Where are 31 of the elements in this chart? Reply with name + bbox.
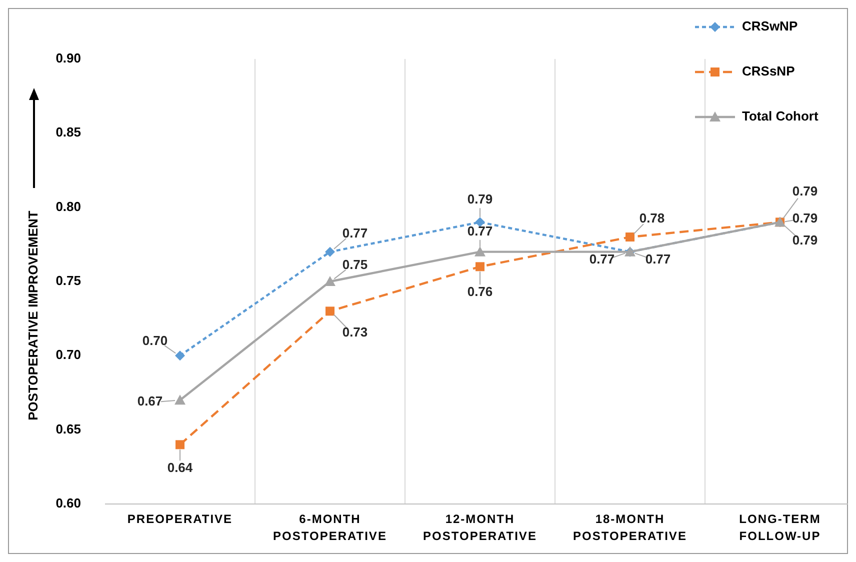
x-tick-label: 12-MONTH POSTOPERATIVE: [423, 512, 537, 543]
data-label: 0.64: [167, 460, 194, 476]
x-tick-label: LONG-TERM FOLLOW-UP: [739, 512, 821, 543]
y-tick-label: 0.70: [56, 347, 81, 362]
data-label: 0.77: [467, 223, 493, 238]
data-label: 0.77: [589, 251, 615, 266]
y-tick-label: 0.85: [56, 124, 81, 140]
data-label: 0.77: [342, 225, 368, 240]
legend-label: Total Cohort: [742, 108, 819, 124]
y-tick-label: 0.75: [56, 272, 81, 288]
data-label: 0.78: [639, 210, 665, 226]
legend-label: CRSsNP: [742, 63, 796, 78]
data-label: 0.75: [342, 256, 368, 272]
data-label: 0.79: [467, 192, 493, 207]
data-label: 0.76: [467, 284, 493, 300]
data-label: 0.70: [142, 333, 168, 348]
data-label: 0.79: [792, 232, 818, 248]
y-axis-title: POSTOPERATIVE IMPROVEMENT: [25, 210, 40, 420]
data-label: 0.79: [792, 210, 818, 226]
data-label: 0.67: [137, 394, 163, 409]
x-tick-label: PREOPERATIVE: [127, 512, 233, 526]
y-tick-label: 0.80: [56, 198, 81, 214]
y-tick-label: 0.90: [56, 50, 81, 66]
y-tick-label: 0.60: [56, 495, 81, 510]
data-label: 0.73: [342, 324, 368, 340]
y-tick-label: 0.65: [56, 421, 81, 436]
legend-label: CRSwNP: [742, 18, 798, 34]
data-label: 0.79: [792, 184, 818, 199]
data-label: 0.77: [645, 251, 671, 266]
x-tick-label: 6-MONTH POSTOPERATIVE: [273, 512, 387, 543]
x-tick-label: 18-MONTH POSTOPERATIVE: [573, 512, 687, 543]
